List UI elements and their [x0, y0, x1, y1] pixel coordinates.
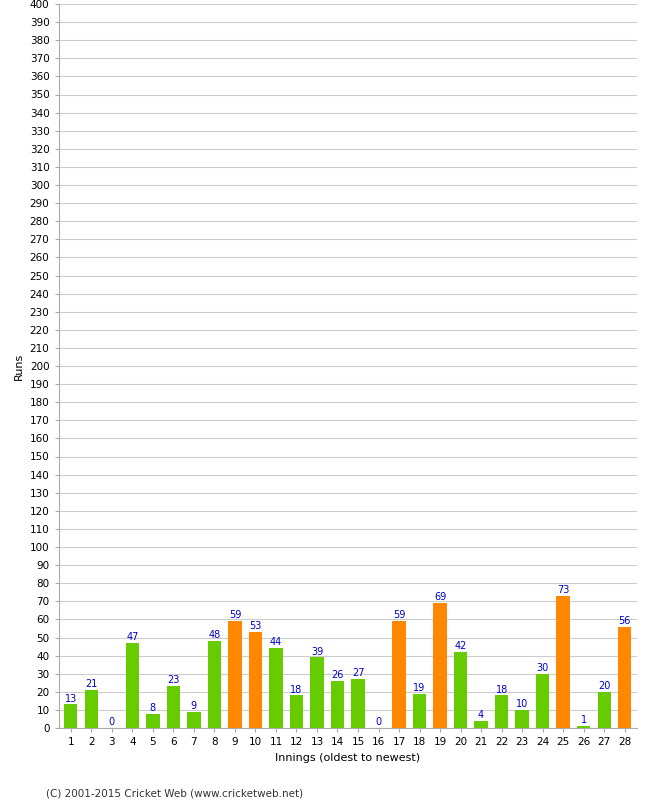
Bar [64, 705, 77, 728]
Bar [166, 686, 180, 728]
Text: 59: 59 [393, 610, 405, 620]
Text: 4: 4 [478, 710, 484, 720]
Text: 19: 19 [413, 682, 426, 693]
Text: 30: 30 [536, 662, 549, 673]
Bar [228, 622, 242, 728]
Y-axis label: Runs: Runs [14, 352, 24, 380]
Bar [536, 674, 549, 728]
Text: 21: 21 [85, 679, 98, 689]
Bar [515, 710, 529, 728]
Text: 69: 69 [434, 592, 446, 602]
Text: 1: 1 [580, 715, 587, 726]
X-axis label: Innings (oldest to newest): Innings (oldest to newest) [275, 753, 421, 762]
Text: 53: 53 [249, 621, 261, 631]
Text: 56: 56 [619, 616, 631, 626]
Text: 26: 26 [332, 670, 344, 680]
Bar [352, 679, 365, 728]
Text: 27: 27 [352, 668, 364, 678]
Bar [618, 626, 631, 728]
Text: 10: 10 [516, 699, 528, 709]
Bar [146, 714, 159, 728]
Bar [125, 643, 139, 728]
Text: 9: 9 [191, 701, 197, 711]
Text: (C) 2001-2015 Cricket Web (www.cricketweb.net): (C) 2001-2015 Cricket Web (www.cricketwe… [46, 788, 303, 798]
Bar [84, 690, 98, 728]
Text: 47: 47 [126, 632, 138, 642]
Text: 13: 13 [65, 694, 77, 703]
Bar [434, 603, 447, 728]
Bar [310, 658, 324, 728]
Text: 39: 39 [311, 646, 323, 657]
Bar [577, 726, 590, 728]
Text: 44: 44 [270, 638, 282, 647]
Bar [187, 712, 201, 728]
Text: 20: 20 [598, 681, 610, 691]
Bar [413, 694, 426, 728]
Bar [249, 632, 262, 728]
Bar [474, 721, 488, 728]
Bar [454, 652, 467, 728]
Bar [208, 641, 221, 728]
Text: 42: 42 [454, 641, 467, 651]
Text: 0: 0 [376, 717, 382, 727]
Text: 59: 59 [229, 610, 241, 620]
Bar [331, 681, 344, 728]
Text: 0: 0 [109, 717, 115, 727]
Bar [495, 695, 508, 728]
Bar [393, 622, 406, 728]
Bar [556, 596, 570, 728]
Text: 23: 23 [167, 675, 179, 686]
Bar [290, 695, 303, 728]
Text: 73: 73 [557, 585, 569, 595]
Text: 18: 18 [291, 685, 303, 694]
Text: 18: 18 [495, 685, 508, 694]
Text: 48: 48 [208, 630, 220, 640]
Text: 8: 8 [150, 702, 156, 713]
Bar [597, 692, 611, 728]
Bar [269, 648, 283, 728]
